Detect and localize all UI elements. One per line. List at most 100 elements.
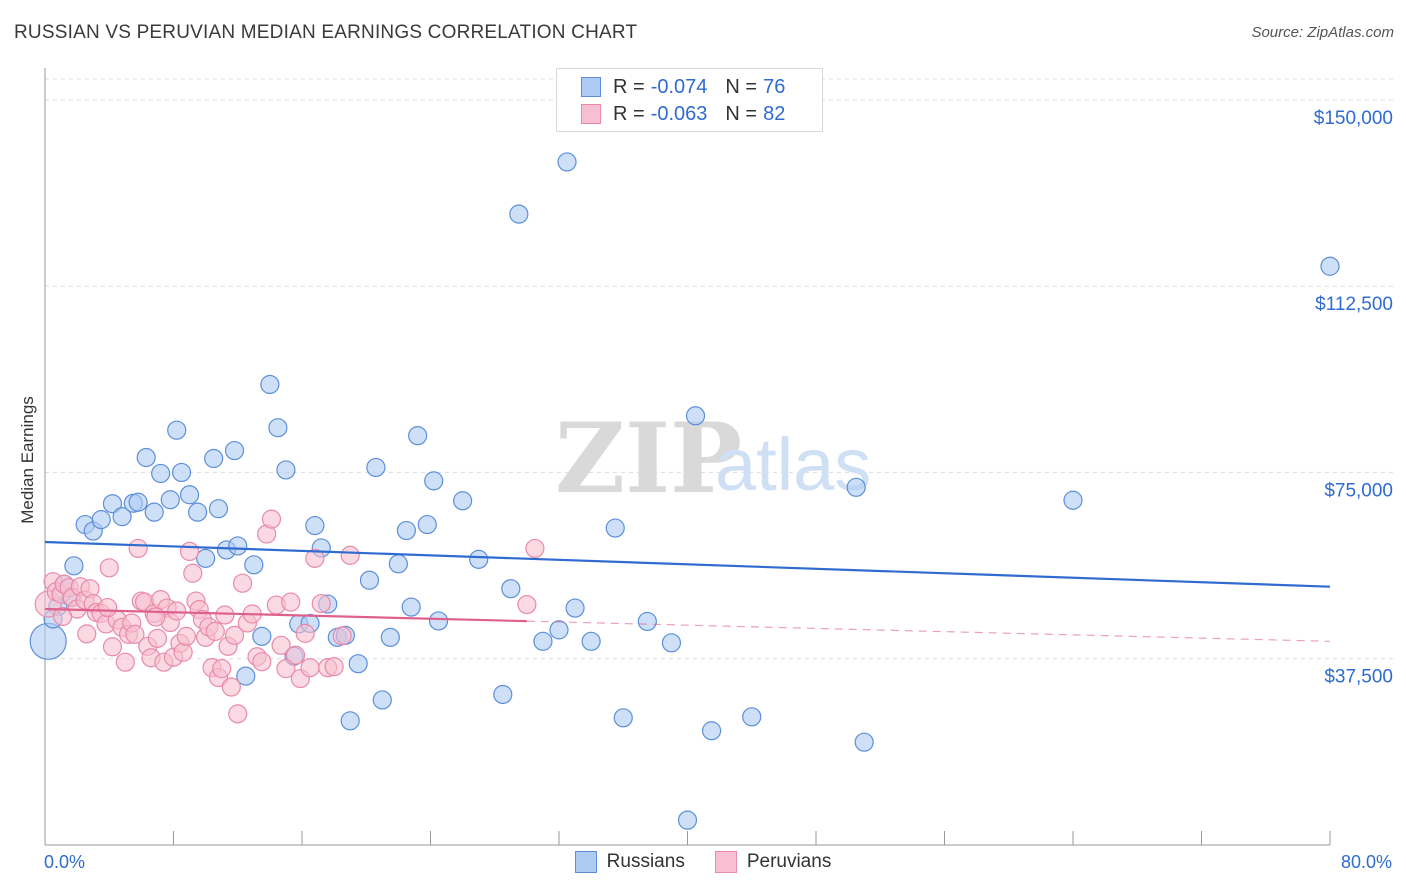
n-label: N = <box>725 102 758 125</box>
russians-point <box>661 633 682 653</box>
peruvians-point <box>99 558 119 578</box>
russians-point <box>1320 256 1340 276</box>
peruvians-point <box>224 625 245 645</box>
peruvians-point <box>276 659 296 679</box>
russians-point <box>171 462 192 483</box>
x-tick-max: 80.0% <box>1340 852 1392 872</box>
russians-point <box>742 707 762 727</box>
peruvians-point <box>232 573 253 593</box>
r-label: R = <box>613 75 645 98</box>
y-tick-label: $150,000 <box>1314 108 1393 129</box>
russians-point <box>469 549 489 569</box>
legend-row-peruvians: R = -0.063 N = 82 <box>581 101 785 127</box>
russians-point <box>1063 490 1083 510</box>
russians-point <box>236 666 256 686</box>
russians-point <box>64 556 84 576</box>
russians-point <box>276 460 296 480</box>
peruvians-point <box>252 652 272 672</box>
russians-point <box>187 502 208 522</box>
russians-point <box>701 721 722 741</box>
peruvians-point <box>115 652 135 672</box>
y-tick-label: $75,000 <box>1324 480 1393 501</box>
peruvians-point <box>176 626 196 646</box>
peruvians-swatch <box>714 851 737 873</box>
peruvians-swatch <box>581 104 601 124</box>
russians-point <box>380 627 400 647</box>
peruvians-point <box>147 628 168 648</box>
watermark-zip: ZIP <box>555 402 742 515</box>
r-label: R = <box>613 102 645 125</box>
russians-point <box>854 732 874 752</box>
chart-title: RUSSIAN VS PERUVIAN MEDIAN EARNINGS CORR… <box>14 22 638 43</box>
russians-point <box>224 440 245 461</box>
peruvians-point <box>221 677 241 697</box>
legend-item-russians[interactable]: Russians <box>574 851 685 873</box>
russians-point <box>581 631 601 651</box>
russians-swatch <box>581 77 601 97</box>
russians-point <box>493 684 513 705</box>
peruvians-point <box>125 624 145 644</box>
russians-point <box>565 598 585 618</box>
peruvians-point <box>261 509 282 529</box>
peruvians-point <box>167 601 187 621</box>
legend-item-peruvians[interactable]: Peruvians <box>714 851 831 873</box>
peruvians-point <box>324 657 344 677</box>
peruvians-point <box>102 637 123 657</box>
russians-point <box>408 426 428 446</box>
russians-point <box>136 447 156 468</box>
peruvians-point <box>53 606 73 627</box>
peruvians-point <box>311 593 331 614</box>
y-tick-label: $37,500 <box>1324 667 1393 688</box>
russians-point <box>112 507 132 527</box>
peruvians-point <box>77 624 97 644</box>
russians-point <box>167 420 187 440</box>
russians-point <box>388 554 408 574</box>
russians-point <box>305 515 325 536</box>
russians-point <box>244 555 264 575</box>
russians-point <box>128 492 148 512</box>
correlation-legend: R = -0.074 N = 76 R = -0.063 N = 82 <box>556 68 823 132</box>
peruvians-point <box>305 548 325 568</box>
russians-point <box>428 611 449 631</box>
peruvians-point <box>517 594 537 615</box>
peruvians-point <box>281 592 301 612</box>
russians-point <box>685 406 706 426</box>
peruvians-point <box>228 704 248 724</box>
russians-point <box>179 485 200 505</box>
russians-point <box>533 631 553 651</box>
russians-point <box>453 491 473 511</box>
peruvians-point <box>179 541 200 562</box>
russians-point <box>208 499 229 519</box>
peruvians-point <box>340 545 360 565</box>
russians-point <box>340 711 360 731</box>
r-value: -0.074 <box>650 75 708 98</box>
russians-point <box>252 626 272 646</box>
russians-point <box>501 579 521 599</box>
peruvians-point <box>332 626 352 646</box>
peruvians-trend-line <box>44 607 527 623</box>
legend-row-russians: R = -0.074 N = 76 <box>581 74 785 100</box>
peruvians-point <box>271 635 291 655</box>
russians-point <box>228 536 248 556</box>
russians-point <box>509 204 529 224</box>
peruvians-point <box>98 597 118 618</box>
russians-point <box>846 477 866 497</box>
n-value: 82 <box>763 102 786 125</box>
russians-point <box>605 518 625 538</box>
peruvians-point <box>212 659 232 679</box>
russians-point <box>260 374 280 395</box>
n-value: 76 <box>763 75 786 98</box>
n-label: N = <box>725 75 758 98</box>
y-tick-label: $112,500 <box>1315 294 1393 315</box>
watermark-atlas: atlas <box>715 423 871 506</box>
russians-point <box>557 152 577 172</box>
russians-point <box>29 622 67 660</box>
russians-point <box>348 654 368 674</box>
russians-point <box>417 514 437 535</box>
peruvians-point <box>128 538 148 559</box>
russians-point <box>196 548 216 568</box>
russians-point <box>366 457 386 478</box>
russians-point <box>204 448 224 469</box>
peruvians-point <box>183 563 203 583</box>
